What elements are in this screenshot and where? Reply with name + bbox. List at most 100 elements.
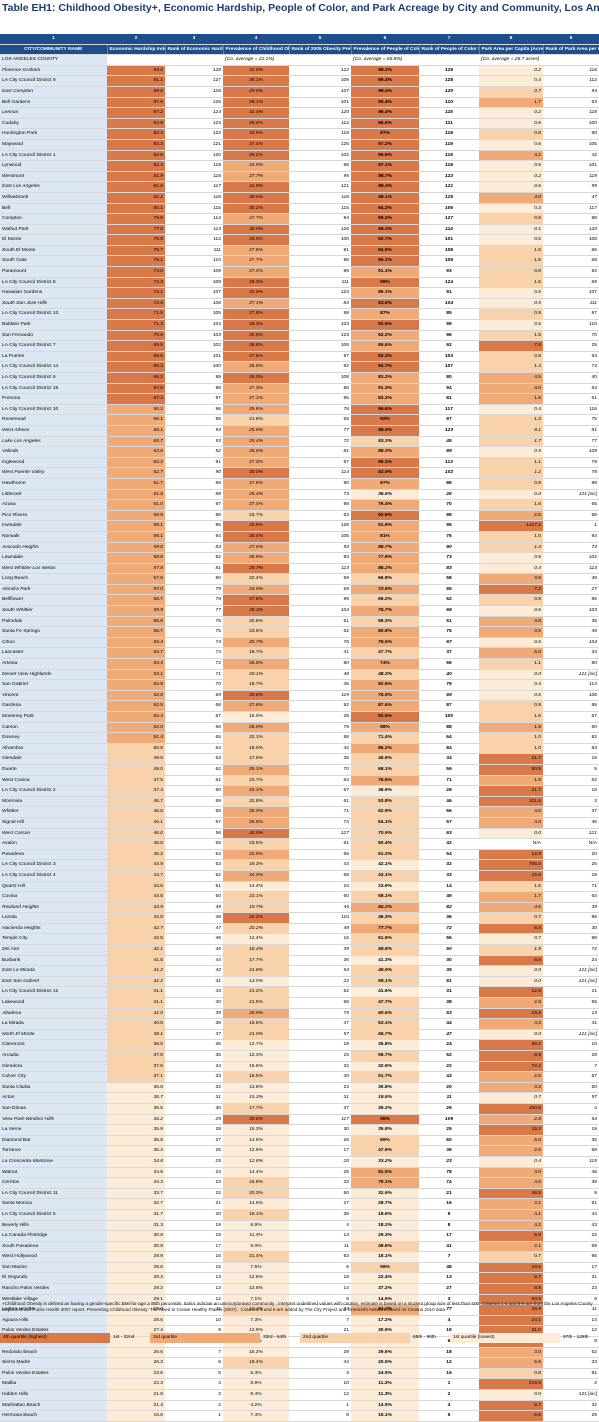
table-row: Pico Rivera 59.9 86 23.7% 63 92.5% 98 2.5 56 [0, 510, 599, 522]
row-park: 2.5 [479, 1071, 543, 1083]
row-obesity: 26.6% [223, 361, 289, 373]
row-park-rank: 27 [543, 584, 599, 596]
row-obesity-rank: 38 [289, 1209, 351, 1221]
row-park: 1.6 [479, 245, 543, 257]
row-park: 101.6 [479, 796, 543, 808]
row-park-rank: 107 [543, 287, 599, 299]
row-hardship: 55.7 [107, 626, 165, 638]
row-obesity-rank: 121 [289, 181, 351, 193]
row-hardship: 94.6 [107, 65, 165, 77]
row-park-rank: 46 [543, 817, 599, 829]
row-park: 1.5 [479, 881, 543, 893]
row-hardship-rank: 2 [165, 1400, 223, 1412]
row-park-rank: 109 [543, 446, 599, 458]
row-obesity: 32.9% [223, 287, 289, 299]
row-hardship: 52.4 [107, 711, 165, 723]
row-obesity-rank: 45 [289, 902, 351, 914]
row-name: La Puente [0, 351, 107, 363]
row-park-rank: 119 [543, 171, 599, 183]
row-park-rank: 38 [543, 1177, 599, 1189]
table-row: San Fernando 70.6 103 32.9% 123 92.2% 96 1.5 70 [0, 330, 599, 342]
row-poc-rank: 61 [419, 976, 479, 988]
row-hardship-rank: 75 [165, 626, 223, 638]
row-obesity: 30.6% [223, 1114, 289, 1126]
row-name: Bellflower [0, 594, 107, 607]
row-name: LA City Council District 6 [0, 372, 107, 384]
row-poc: 60.5% [351, 1008, 419, 1020]
row-name: Hidden Hills [0, 1389, 107, 1401]
row-name: Westlake Village [0, 1294, 107, 1306]
table-row: Monrovia 46.7 59 22.8% 61 53.8% 46 101.6 3 [0, 796, 599, 808]
row-hardship: 34.6 [107, 1167, 165, 1179]
row-poc-rank: 91 [419, 287, 479, 299]
row-name: Beverly Hills [0, 1220, 107, 1232]
row-poc: 83.2% [351, 372, 419, 384]
row-hardship-rank: 91 [165, 457, 223, 469]
row-hardship-rank: 51 [165, 881, 223, 893]
row-poc: 48.3% [351, 669, 419, 681]
row-park-rank: 62 [543, 775, 599, 787]
row-poc-rank: 51 [419, 616, 479, 628]
row-hardship-rank: 123 [165, 118, 223, 130]
table-row: Vincent 52.8 69 30.8% 119 75.9% 69 0.6 106 [0, 690, 599, 702]
row-obesity-rank: 87 [289, 457, 351, 469]
column-number-row: 1 2 3 4 5 6 7 8 9 [0, 34, 599, 45]
row-obesity-rank: 17 [289, 1145, 351, 1157]
row-hardship: 34.8 [107, 1156, 165, 1168]
row-poc: 96.1% [351, 255, 419, 268]
row-name: Santa Fe Springs [0, 626, 107, 638]
row-hardship-rank: 23 [165, 1177, 223, 1189]
row-hardship-rank: 93 [165, 436, 223, 448]
row-hardship-rank: 81 [165, 563, 223, 575]
row-hardship-rank: 56 [165, 828, 223, 840]
row-hardship: 44.5 [107, 891, 165, 903]
row-obesity: 18.5% [223, 1071, 289, 1083]
row-obesity: 40.9% [223, 520, 289, 532]
row-hardship: 36.7 [107, 1092, 165, 1104]
row-name: West Athens [0, 425, 107, 437]
row-hardship: 59.1 [107, 531, 165, 543]
row-poc-rank: 72 [419, 923, 479, 935]
row-hardship-rank: 20 [165, 1209, 223, 1221]
row-hardship: 41.1 [107, 986, 165, 999]
row-obesity-rank: 7 [289, 1315, 351, 1327]
row-obesity: 18.7% [223, 647, 289, 660]
row-obesity: 25.8% [223, 425, 289, 437]
row-hardship: 37.1 [107, 1071, 165, 1083]
row-poc-rank: 67 [419, 637, 479, 649]
row-name: Sierra Madre [0, 1357, 107, 1369]
row-poc-rank: 96 [419, 330, 479, 342]
row-hardship: 71.3 [107, 319, 165, 331]
row-hardship-rank: 4 [165, 1378, 223, 1390]
row-name: Diamond Bar [0, 1135, 107, 1147]
row-poc-rank: 108 [419, 245, 479, 257]
row-obesity-rank: 19 [289, 1039, 351, 1051]
table-row: LA City Council District 11 33.7 22 20.3% 50… [0, 1188, 599, 1200]
row-park: 0.7 [479, 86, 543, 98]
col-header-obesity: Prevalence of Childhood Obesity, 2005 [223, 44, 290, 56]
row-park-rank: 82 [543, 732, 599, 744]
row-park: 0.6 [479, 552, 543, 564]
row-obesity-rank: 50 [289, 1188, 351, 1200]
row-obesity: 31.9% [223, 181, 289, 193]
row-name: Azusa [0, 499, 107, 511]
row-park-rank: 116 [543, 404, 599, 416]
row-poc-rank: 60 [419, 1135, 479, 1147]
row-obesity: 30.8% [223, 690, 289, 702]
row-poc-rank: 50 [419, 944, 479, 956]
row-name: Norwalk [0, 531, 107, 543]
row-hardship-rank: 88 [165, 489, 223, 501]
row-park: 9.6 [479, 1230, 543, 1242]
table-row: Maywood 83.3 121 37.4% 125 97.2% 119 0.6 105 [0, 139, 599, 151]
row-obesity: 18.4% [223, 944, 289, 956]
table-row: La Crescenta-Montrose 34.8 25 12.8% 20 33.2% 2… [0, 1156, 599, 1168]
row-hardship-rank: 86 [165, 510, 223, 522]
row-obesity-rank: 108 [289, 372, 351, 384]
row-hardship: 61.6 [107, 489, 165, 501]
row-obesity: 28.0% [223, 234, 289, 246]
row-hardship-rank: 116 [165, 192, 223, 204]
row-obesity: 27.1% [223, 393, 289, 405]
row-hardship: 31.3 [107, 1220, 165, 1232]
row-obesity-rank: 67 [289, 785, 351, 797]
row-park: 0.9 [479, 308, 543, 321]
